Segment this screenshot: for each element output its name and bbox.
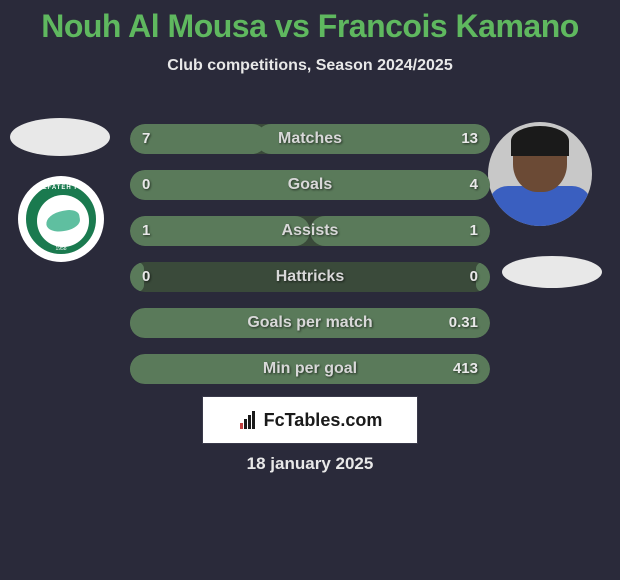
stat-row: 0Hattricks0 [130,262,490,292]
stat-label: Min per goal [130,354,490,384]
club-logo-icon [43,201,83,241]
player-left-avatar-placeholder [10,118,110,156]
stat-row: 7Matches13 [130,124,490,154]
stat-row: 0Goals4 [130,170,490,200]
club-name-text: ALFATEH FC [26,185,96,191]
stat-label: Goals per match [130,308,490,338]
date-text: 18 january 2025 [0,454,620,474]
player-right-photo [488,122,592,226]
stat-label: Goals [130,170,490,200]
stat-label: Assists [130,216,490,246]
stat-value-right: 1 [470,216,478,246]
page-title: Nouh Al Mousa vs Francois Kamano [0,8,620,45]
stat-value-right: 4 [470,170,478,200]
stat-value-right: 0 [470,262,478,292]
player-right-club-placeholder [502,256,602,288]
stat-value-right: 13 [461,124,478,154]
fctables-logo-icon [238,411,260,429]
stat-value-right: 413 [453,354,478,384]
stats-panel: 7Matches130Goals41Assists10Hattricks0Goa… [130,124,490,400]
stat-label: Matches [130,124,490,154]
stat-value-right: 0.31 [449,308,478,338]
fctables-text: FcTables.com [264,410,383,431]
fctables-watermark: FcTables.com [202,396,418,444]
subtitle: Club competitions, Season 2024/2025 [0,57,620,75]
stat-row: Min per goal413 [130,354,490,384]
stat-row: 1Assists1 [130,216,490,246]
player-left-club-badge: ALFATEH FC 1958 [18,176,104,262]
club-year-text: 1958 [26,246,96,252]
stat-row: Goals per match0.31 [130,308,490,338]
stat-label: Hattricks [130,262,490,292]
